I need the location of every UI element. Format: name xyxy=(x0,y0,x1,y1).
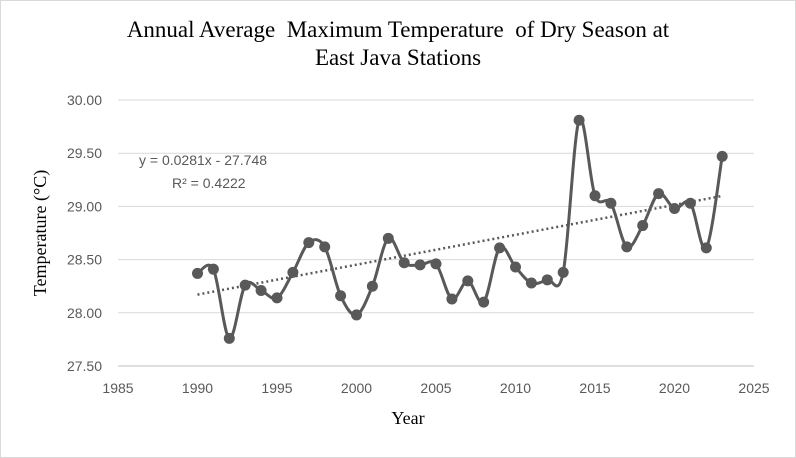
y-tick-label: 29.50 xyxy=(67,145,102,161)
y-tick-label: 28.50 xyxy=(67,252,102,268)
data-points xyxy=(192,114,728,344)
chart-title: Annual Average Maximum Temperature of Dr… xyxy=(0,16,796,72)
data-point xyxy=(541,274,553,286)
x-tick-label: 2025 xyxy=(738,380,769,396)
data-point xyxy=(716,150,728,162)
data-point xyxy=(223,332,235,344)
data-point xyxy=(271,292,283,304)
data-point xyxy=(366,280,378,292)
data-point xyxy=(319,241,331,253)
data-point xyxy=(287,266,299,278)
data-point xyxy=(700,242,712,254)
data-point xyxy=(494,242,506,254)
gridlines xyxy=(118,99,754,314)
data-point xyxy=(525,277,537,289)
data-point xyxy=(462,275,474,287)
y-axis-title: Temperature (°C) xyxy=(30,170,51,296)
x-tick-label: 2010 xyxy=(500,380,531,396)
data-point xyxy=(382,232,394,244)
x-axis-title: Year xyxy=(391,408,424,428)
y-tick-label: 29.00 xyxy=(67,198,102,214)
data-point xyxy=(430,258,442,270)
data-point xyxy=(684,197,696,209)
data-point xyxy=(239,279,251,291)
data-point xyxy=(653,188,665,200)
y-tick-label: 28.00 xyxy=(67,305,102,321)
data-point xyxy=(351,309,362,321)
data-point xyxy=(605,197,617,209)
data-point xyxy=(637,220,649,232)
x-tick-label: 1985 xyxy=(102,380,133,396)
trendline-r-squared: R² = 0.4222 xyxy=(172,175,246,191)
data-point xyxy=(621,241,633,253)
data-point xyxy=(335,290,347,302)
data-point xyxy=(557,266,569,278)
data-point xyxy=(207,263,219,275)
data-point xyxy=(414,259,426,271)
trendline-equation: y = 0.0281x - 27.748 xyxy=(139,152,267,168)
data-point xyxy=(303,237,315,249)
trendline xyxy=(197,194,723,296)
x-tick-label: 2015 xyxy=(579,380,610,396)
data-point xyxy=(446,293,458,305)
data-point xyxy=(192,267,203,279)
data-point xyxy=(255,284,267,296)
x-tick-label: 2005 xyxy=(420,380,451,396)
data-point xyxy=(478,296,490,308)
x-tick-label: 2000 xyxy=(341,380,372,396)
y-tick-labels: 27.50 28.00 28.50 29.00 29.50 30.00 xyxy=(67,92,102,374)
y-tick-label: 27.50 xyxy=(67,358,102,374)
data-point xyxy=(573,114,585,126)
x-tick-label: 2020 xyxy=(659,380,690,396)
data-point xyxy=(510,261,521,273)
chart-title-line-1: Annual Average Maximum Temperature of Dr… xyxy=(126,17,670,42)
y-tick-label: 30.00 xyxy=(67,92,102,108)
chart-title-line-2: East Java Stations xyxy=(314,45,482,70)
x-tick-labels: 1985 1990 1995 2000 2005 2010 2015 2020 2025 xyxy=(102,380,769,396)
data-point xyxy=(589,190,601,202)
x-tick-label: 1990 xyxy=(182,380,213,396)
data-point xyxy=(669,203,680,215)
x-tick-label: 1995 xyxy=(261,380,292,396)
data-point xyxy=(398,257,410,269)
